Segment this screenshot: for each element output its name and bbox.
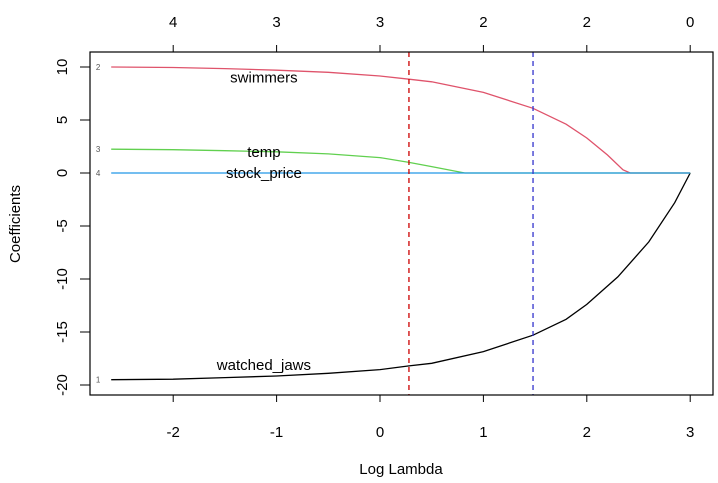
x-tick-label: 2 — [583, 424, 591, 441]
series-name-label: stock_price — [226, 165, 302, 182]
top-tick-label: 4 — [169, 14, 177, 31]
top-tick-label: 3 — [272, 14, 280, 31]
x-axis-bottom: -2 -1 0 1 2 3 — [167, 395, 694, 441]
series-line-watched-jaws — [111, 172, 691, 381]
series-index-label: 4 — [96, 169, 101, 178]
y-axis-label: Coefficients — [7, 185, 24, 263]
y-tick-label: 10 — [54, 59, 71, 76]
series-index-label: 1 — [96, 376, 101, 385]
y-tick-label: 0 — [54, 169, 71, 177]
series-line-swimmers — [111, 66, 691, 174]
y-tick-label: -10 — [54, 268, 71, 290]
x-axis-top: 4 3 3 2 2 0 — [169, 14, 694, 52]
top-tick-label: 2 — [583, 14, 591, 31]
series-name-label: temp — [247, 144, 280, 161]
x-axis-label: Log Lambda — [359, 461, 443, 478]
top-tick-label: 0 — [686, 14, 694, 31]
x-tick-label: 3 — [686, 424, 694, 441]
y-tick-label: -20 — [54, 374, 71, 396]
top-tick-label: 2 — [479, 14, 487, 31]
series-line-temp — [111, 148, 691, 174]
x-tick-label: 0 — [376, 424, 384, 441]
x-tick-label: -2 — [167, 424, 180, 441]
series-name-label: watched_jaws — [216, 357, 311, 374]
top-tick-label: 3 — [376, 14, 384, 31]
y-tick-label: 5 — [54, 116, 71, 124]
y-axis-left: -20 -15 -10 -5 0 5 10 — [54, 59, 90, 396]
series-index-label: 2 — [96, 63, 101, 72]
y-tick-label: -15 — [54, 321, 71, 343]
x-tick-label: 1 — [479, 424, 487, 441]
plot-frame — [89, 51, 714, 396]
plot-area: 1 2 3 4 swimmers temp stock_price watched_jaws — [96, 52, 691, 395]
x-tick-label: -1 — [270, 424, 283, 441]
y-tick-label: -5 — [54, 219, 71, 232]
series-index-label: 3 — [96, 145, 101, 154]
series-name-label: swimmers — [230, 70, 298, 87]
